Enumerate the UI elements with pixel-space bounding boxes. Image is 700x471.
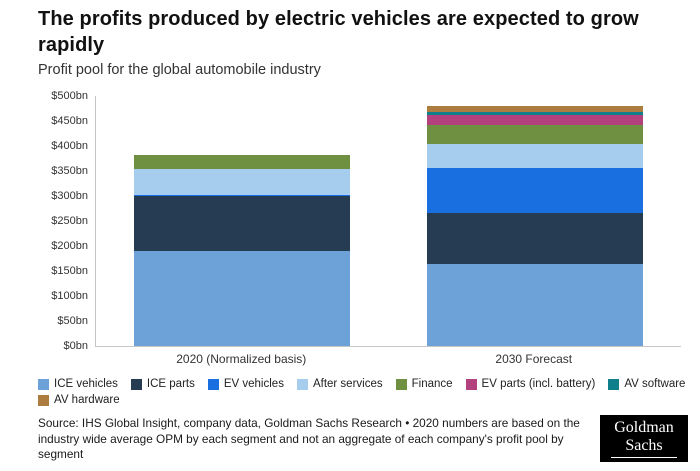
x-axis-label: 2020 (Normalized basis) [176,352,307,366]
stacked-bar [134,155,351,346]
bar-segment-av-software [426,112,643,115]
y-tick-label: $150bn [51,265,88,277]
legend-swatch [38,378,49,390]
legend-label: Finance [411,378,453,390]
bar-segment-av-hardware [426,106,643,112]
legend-item-av-software: AV software [608,378,685,390]
bar-segment-ice-vehicles [426,263,643,346]
legend-item-finance: Finance [395,378,453,390]
y-tick-label: $500bn [51,90,88,102]
y-tick-label: $250bn [51,215,88,227]
y-tick-label: $200bn [51,240,88,252]
legend-swatch [38,394,49,406]
bar-segment-ev-parts-incl-battery [426,115,643,125]
y-tick-label: $300bn [51,190,88,202]
legend-label: ICE vehicles [54,378,118,390]
bar-group-2030-forecast [389,96,682,346]
legend-item-ev-parts-incl-battery: EV parts (incl. battery) [465,378,596,390]
x-axis-labels: 2020 (Normalized basis) 2030 Forecast [95,352,680,366]
logo-text-line2: Sachs [625,436,663,454]
legend-swatch [296,378,308,390]
legend-label: AV hardware [54,394,120,406]
stacked-bar [426,106,643,346]
goldman-sachs-logo: Goldman Sachs [600,415,688,462]
bar-segment-finance [426,124,643,144]
bar-segment-ice-parts [134,196,351,251]
y-tick-label: $350bn [51,165,88,177]
legend-label: ICE parts [146,378,195,390]
source-note: Source: IHS Global Insight, company data… [38,416,580,462]
bar-segment-ev-vehicles [426,167,643,213]
legend-label: EV parts (incl. battery) [481,378,596,390]
logo-underline [611,456,677,458]
legend-swatch [395,378,407,390]
legend-swatch [465,378,477,390]
chart-subtitle: Profit pool for the global automobile in… [38,62,321,78]
legend-swatch [608,378,620,390]
bar-segment-finance [134,155,351,169]
legend-item-ice-parts: ICE parts [130,378,195,390]
plot-area [95,96,681,347]
legend-label: EV vehicles [223,378,284,390]
y-tick-label: $450bn [51,115,88,127]
stacked-bar-chart: $0bn $50bn $100bn $150bn $200bn $250bn $300bn $… [38,90,682,376]
legend-item-after-services: After services [296,378,383,390]
legend-swatch [130,378,142,390]
legend-item-ice-vehicles: ICE vehicles [38,378,118,390]
y-tick-label: $50bn [57,315,88,327]
logo-text-line1: Goldman [614,419,674,437]
y-tick-label: $400bn [51,140,88,152]
legend-item-ev-vehicles: EV vehicles [207,378,284,390]
bar-segment-ice-vehicles [134,251,351,346]
legend-label: After services [312,378,383,390]
bar-segment-after-services [134,168,351,195]
legend-item-av-hardware: AV hardware [38,394,120,406]
legend-swatch [207,378,219,390]
bar-segment-after-services [426,143,643,168]
x-axis-label: 2030 Forecast [495,352,573,366]
y-tick-label: $0bn [63,340,88,352]
y-tick-label: $100bn [51,290,88,302]
bar-segment-ice-parts [426,213,643,264]
bar-group-2020-normalized-basis [96,96,389,346]
page-title: The profits produced by electric vehicle… [38,8,639,57]
legend-label: AV software [624,378,686,390]
chart-legend: ICE vehicles ICE parts EV vehicles After se… [38,378,690,406]
bar-segment-ev-vehicles [134,194,351,196]
